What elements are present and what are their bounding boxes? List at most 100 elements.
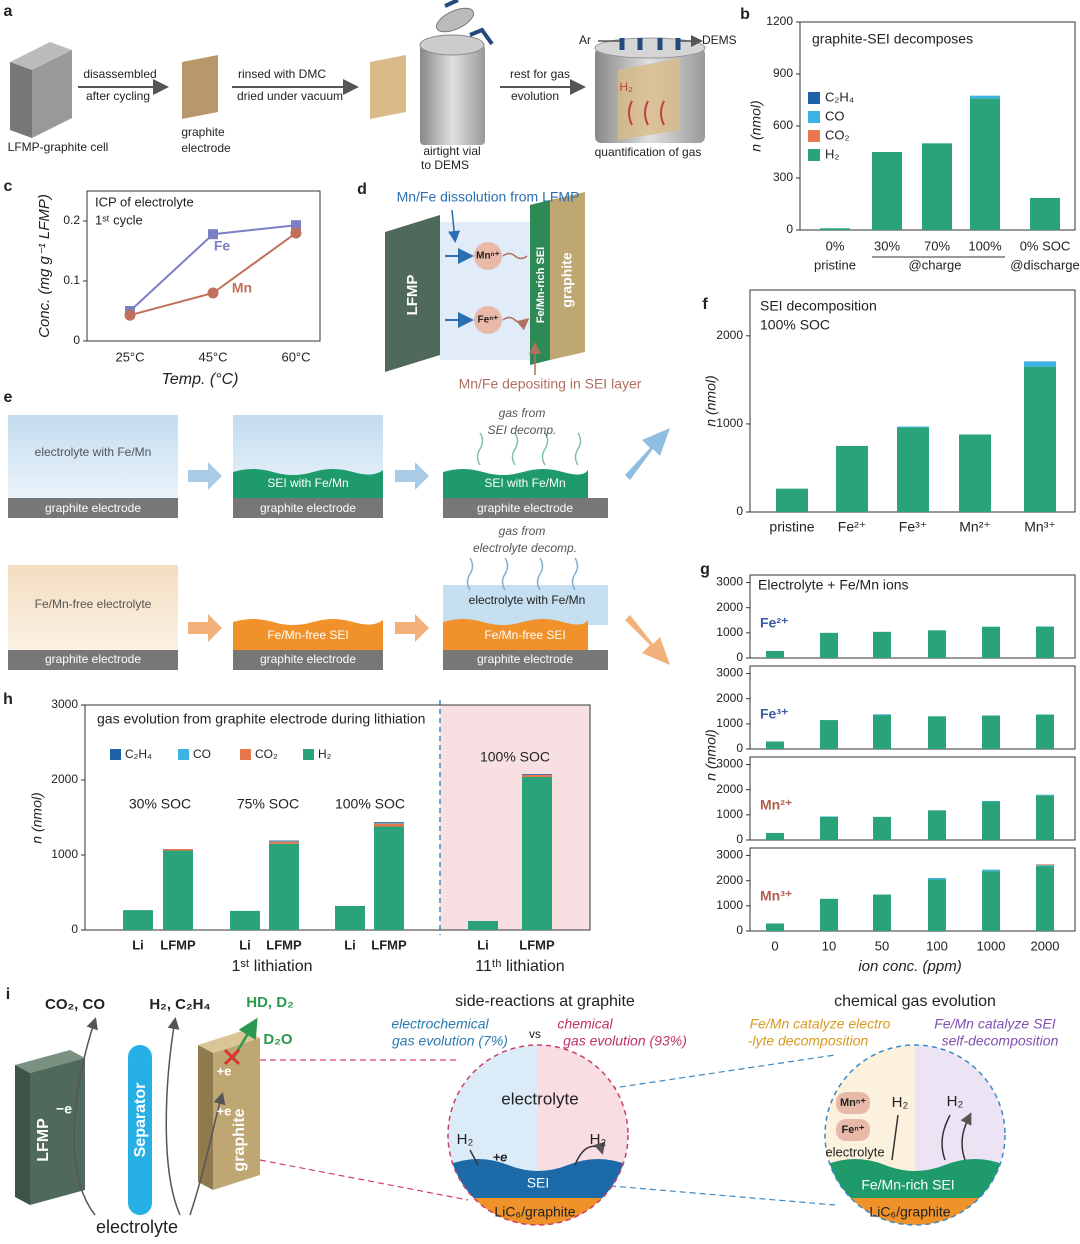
subplot-label: Mn²⁺ [760,797,792,813]
y-tick-label: 2000 [51,772,78,786]
bar-segment [766,832,784,840]
vial-lid [435,7,475,33]
graphite-electrode [370,55,406,119]
y-tick-label: 600 [773,118,793,132]
diagram-text: gas evolution (7%) [392,1033,508,1049]
axis-frame [749,847,1076,932]
subplot-label: Fe²⁺ [760,615,788,631]
bar-segment [928,810,946,840]
bar-segment [163,849,193,851]
arrow [469,1146,602,1166]
bar-segment [1036,864,1054,866]
x-tick-label: 45°C [198,349,227,364]
axis-frame [749,574,1076,659]
legend-swatch [808,130,820,142]
bar-segment [959,434,991,512]
y-tick-label: 0 [73,333,80,347]
diagram-text: Mnⁿ⁺ [476,251,500,262]
axis-frame [749,756,1076,841]
diagram-text: Fe/Mn-free SEI [267,628,348,642]
bar-segment [766,650,784,658]
graphite [443,498,608,518]
bar-segment [873,894,891,931]
bar-segment [820,720,838,749]
diagram-text: graphite [559,252,575,307]
ports [619,38,681,50]
chart-title: SEI decomposition [760,298,877,314]
diagram-text: to DEMS [421,158,469,172]
y-tick-label: 900 [773,66,793,80]
diagram-text: electrochemical [391,1016,489,1032]
y-tick-label: 1000 [716,416,743,430]
panel-label: a [4,3,13,20]
panel-e-drawing [8,415,670,670]
x-tick-label: 100 [926,938,948,953]
panel-label: c [4,178,13,195]
diagram-text: LiC₆/graphite [869,1204,950,1220]
diagram-text: graphite [181,125,225,139]
x-tick-label: 60°C [281,349,310,364]
cell-side [10,62,32,138]
bar-segment [922,143,952,230]
x-axis-label: ion conc. (ppm) [858,958,961,975]
diagram-text: graphite electrode [260,652,356,666]
x-tick-label: 30% [874,238,900,253]
bar-segment [1036,794,1054,796]
gas [628,100,665,126]
diagram-text: side-reactions at graphite [455,993,635,1010]
y-tick-label: 3000 [716,757,743,771]
bar-segment [982,715,1000,749]
bar-segment [1024,366,1056,512]
diagram-text: electrolyte [825,1144,884,1159]
legend-swatch [178,749,189,760]
diagram-text: evolution [511,89,559,103]
diagram-text: Feⁿ⁺ [478,315,499,326]
bar-segment [982,626,1000,658]
y-tick-label: 0.2 [63,213,80,227]
y-tick-label: 3000 [716,848,743,862]
bar-segment [335,906,365,930]
sei [825,1159,1005,1200]
diagram-text: H₂ [590,1131,607,1148]
diagram-text: H₂ [457,1131,474,1148]
bar-segment [820,898,838,931]
y-axis-label: n (nmol) [703,375,719,426]
gas [466,557,579,591]
graphite [8,498,178,518]
bar-segment [522,774,552,777]
diagram-text: Mn/Fe depositing in SEI layer [459,376,642,392]
y-tick-label: 2000 [716,691,743,705]
axis-frame [749,665,1076,750]
group-label: @charge [909,257,962,272]
panel-label: e [4,389,13,406]
x-tick-label: 100% [968,238,1002,253]
diagram-text: Separator [132,1083,149,1158]
bar-segment [123,910,153,930]
group-label: 11ᵗʰ lithiation [475,958,564,975]
graphite [8,650,178,670]
y-tick-label: 0 [736,504,743,518]
x-tick-label: 1000 [977,938,1006,953]
x-tick-label: Li [132,937,144,952]
chart-title: 1ˢᵗ cycle [95,212,143,227]
bar-segment [820,632,838,658]
legend-label: C₂H₄ [125,747,152,761]
y-tick-label: 3000 [51,697,78,711]
legend-swatch [110,749,121,760]
arrow [502,252,527,323]
legend-label: CO [193,747,211,761]
legend-label: H₂ [318,747,332,761]
arrow [891,1115,970,1161]
x-tick-label: pristine [769,519,814,535]
bar-segment [1036,865,1054,867]
bar-segment [230,910,260,930]
bar-segment [873,631,891,658]
graphite [233,650,383,670]
electrolyte [443,585,608,625]
arrow [395,462,429,490]
lfmp-top [15,1050,85,1073]
bar-segment [374,826,404,930]
x-tick-label: 0% [826,238,845,253]
diagram-text: Fe/Mn-free SEI [484,628,565,642]
y-tick-label: 2000 [716,600,743,614]
